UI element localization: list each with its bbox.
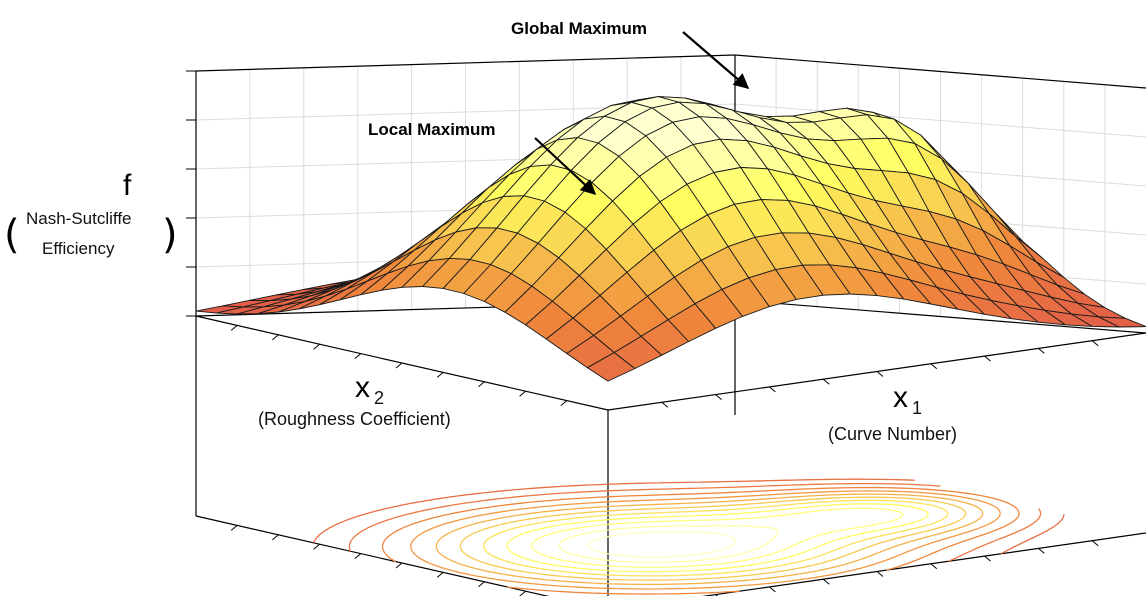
x2-axis-tick xyxy=(230,325,238,331)
x2-axis-subscript: 2 xyxy=(374,388,384,408)
axis-edge xyxy=(701,532,1146,596)
x1-axis-tick xyxy=(876,371,884,377)
x1-axis-tick xyxy=(715,394,722,400)
x2-floor-tick xyxy=(395,562,403,569)
surface-mesh xyxy=(195,96,1146,382)
contour-line xyxy=(381,486,1020,595)
global-maximum-arrow xyxy=(682,31,750,90)
contour-line xyxy=(348,482,1042,562)
axis-edge xyxy=(734,54,1146,89)
x2-axis-tick xyxy=(272,334,279,341)
x2-floor-tick xyxy=(313,543,320,550)
z-axis-detail-line1: Nash-Sutcliffe xyxy=(26,209,132,228)
x1-floor-tick xyxy=(1038,548,1045,554)
x1-floor-tick xyxy=(876,571,884,577)
x1-axis-label: x xyxy=(893,381,908,414)
z-axis-open-paren: ( xyxy=(4,212,20,258)
floor-contours xyxy=(312,478,1065,595)
contour-line xyxy=(459,496,967,581)
local-maximum-arrow xyxy=(534,137,597,196)
x1-floor-tick xyxy=(984,555,991,562)
x2-axis-tick xyxy=(436,372,444,378)
x1-axis-tick xyxy=(930,363,938,370)
contour-line xyxy=(531,507,904,568)
x2-floor-tick xyxy=(354,553,362,559)
x2-floor-tick xyxy=(519,590,526,596)
x1-axis-detail: (Curve Number) xyxy=(828,424,957,444)
x2-axis-tick xyxy=(313,343,320,350)
x2-axis-tick xyxy=(560,400,568,406)
x1-axis-subscript: 1 xyxy=(912,398,922,418)
x1-floor-tick xyxy=(1091,540,1099,547)
axis-edge xyxy=(734,299,1146,334)
x2-axis-detail: (Roughness Coefficient) xyxy=(258,409,451,429)
x1-floor-tick xyxy=(769,586,776,593)
x2-floor-tick xyxy=(230,525,238,531)
axis-edge xyxy=(195,54,736,72)
x2-axis-tick xyxy=(395,362,403,369)
x2-axis-tick xyxy=(478,381,485,388)
z-axis-label: f xyxy=(123,169,132,202)
x2-floor-tick xyxy=(272,534,279,541)
contour-line xyxy=(410,490,1001,590)
contour-line xyxy=(435,493,984,586)
x1-axis-tick xyxy=(661,401,669,408)
z-axis-close-paren: ) xyxy=(162,212,178,258)
x1-axis-tick xyxy=(769,386,776,393)
x2-floor-tick xyxy=(436,572,444,578)
contour-line xyxy=(588,530,737,558)
x1-floor-tick xyxy=(930,563,938,570)
x1-axis-tick xyxy=(1091,340,1099,347)
x2-axis-tick xyxy=(519,390,526,397)
contour-line xyxy=(506,503,929,573)
contour-line xyxy=(482,499,949,577)
surface-patch xyxy=(1098,316,1146,328)
z-axis-detail-line2: Efficiency xyxy=(42,239,115,258)
annotation-arrows xyxy=(534,31,750,196)
x1-floor-tick xyxy=(822,578,830,585)
contour-line xyxy=(558,525,779,564)
x1-axis-tick xyxy=(822,378,830,385)
annotation-local-maximum: Local Maximum xyxy=(368,120,496,139)
x1-axis-tick xyxy=(1038,348,1045,354)
x2-axis-tick xyxy=(354,353,362,359)
axes-box xyxy=(186,54,1146,596)
x1-floor-tick xyxy=(715,594,719,596)
contour-line xyxy=(312,478,1065,555)
x2-floor-tick xyxy=(478,581,485,588)
x2-axis-label: x xyxy=(355,371,370,404)
annotation-global-maximum: Global Maximum xyxy=(511,19,647,38)
x1-axis-tick xyxy=(984,355,991,362)
